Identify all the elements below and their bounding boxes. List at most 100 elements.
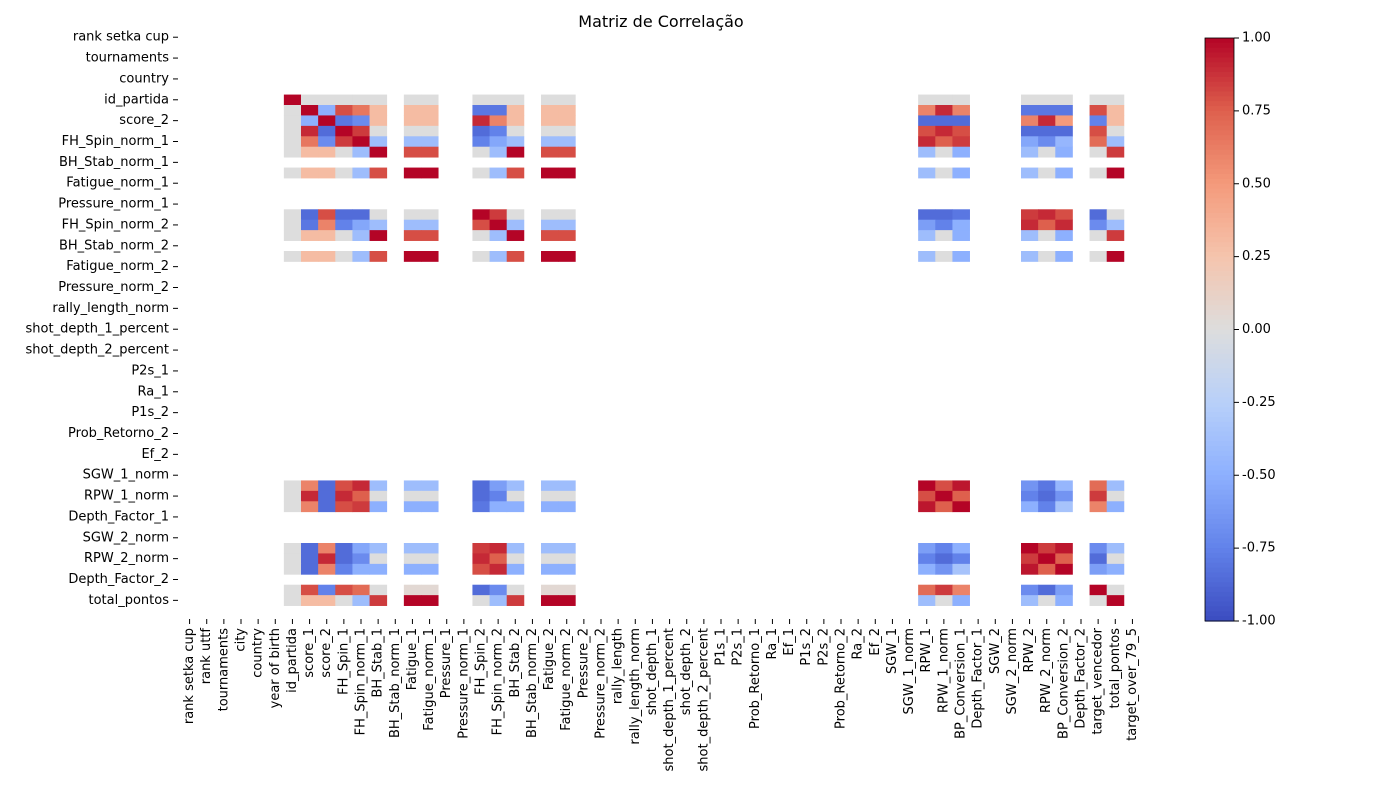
y-tick-label: Ra_1 xyxy=(138,384,169,399)
heatmap-cell xyxy=(558,563,576,575)
x-tick-label: total_pontos xyxy=(1108,628,1123,709)
heatmap-cell xyxy=(472,136,490,148)
heatmap-cell xyxy=(369,230,388,241)
colorbar-band xyxy=(1205,91,1234,97)
heatmap-cell xyxy=(335,230,353,241)
heatmap-cell xyxy=(952,563,970,575)
y-tick-label: Ef_2 xyxy=(141,447,169,462)
heatmap-cell xyxy=(283,219,302,231)
heatmap-cell xyxy=(918,543,936,554)
heatmap-cell xyxy=(421,251,439,262)
heatmap-cell xyxy=(472,595,490,606)
heatmap-cell xyxy=(352,563,370,575)
heatmap-cell xyxy=(1089,595,1108,606)
x-tick-label: Fatigue_norm_2 xyxy=(559,628,574,731)
heatmap-cell xyxy=(352,136,370,148)
heatmap-cell xyxy=(1106,563,1125,575)
heatmap-cell xyxy=(369,219,388,231)
heatmap-cell xyxy=(318,595,336,606)
heatmap-cell xyxy=(318,94,336,106)
heatmap-cell xyxy=(918,563,936,575)
y-tick-label: Depth_Factor_2 xyxy=(68,572,169,587)
heatmap-cell xyxy=(1106,94,1125,106)
heatmap-cell xyxy=(403,105,422,116)
heatmap-cell xyxy=(335,167,353,179)
colorbar: 1.00 0.75 0.50 0.25 0.00 -0.25 -0.50 -0.75 -1.00 xyxy=(1204,31,1276,629)
heatmap-cell xyxy=(1055,230,1073,241)
heatmap-cell xyxy=(1021,209,1039,221)
x-tick-label: Pressure_norm_1 xyxy=(456,628,471,739)
heatmap-cell xyxy=(918,553,936,565)
heatmap-cell xyxy=(918,146,936,158)
x-tick-label: Fatigue_2 xyxy=(542,628,557,690)
heatmap-cell xyxy=(541,251,559,262)
colorbar-band xyxy=(1205,489,1234,496)
heatmap-cell xyxy=(541,230,559,241)
heatmap-cell xyxy=(352,115,370,127)
heatmap-cell xyxy=(318,146,336,158)
colorbar-band xyxy=(1205,387,1234,394)
heatmap-cell xyxy=(1055,543,1073,554)
heatmap-cell xyxy=(1089,563,1108,575)
heatmap-cell xyxy=(489,230,508,241)
colorbar-band xyxy=(1205,47,1234,54)
heatmap-cell xyxy=(318,490,336,502)
colorbar-band xyxy=(1205,222,1234,229)
colorbar-band xyxy=(1205,334,1234,340)
colorbar-band xyxy=(1205,120,1234,127)
heatmap-cell xyxy=(1021,595,1039,606)
heatmap-cell xyxy=(318,480,336,492)
heatmap-cell xyxy=(1038,501,1056,513)
heatmap-cell xyxy=(1021,146,1039,158)
heatmap-cell xyxy=(918,595,936,606)
heatmap-cell xyxy=(352,146,370,158)
heatmap-cell xyxy=(952,543,970,554)
heatmap-cell xyxy=(541,490,559,502)
colorbar-tick-label: 0.25 xyxy=(1242,249,1271,264)
heatmap-cell xyxy=(1106,501,1125,513)
colorbar-band xyxy=(1205,198,1234,204)
heatmap-cell xyxy=(1055,105,1073,116)
heatmap-cell xyxy=(352,480,370,492)
colorbar-band xyxy=(1205,62,1234,68)
heatmap-cell xyxy=(421,480,439,492)
heatmap-cell xyxy=(1089,553,1108,565)
colorbar-band xyxy=(1205,431,1234,437)
heatmap-cell xyxy=(1021,584,1039,596)
heatmap-cell xyxy=(301,251,319,262)
heatmap-cell xyxy=(421,105,439,116)
heatmap-cell xyxy=(318,209,336,221)
heatmap-cell xyxy=(472,251,490,262)
heatmap-cell xyxy=(403,146,422,158)
heatmap-cell xyxy=(1106,480,1125,492)
x-tick-label: Depth_Factor_1 xyxy=(971,628,986,729)
x-tick-label: BH_Stab_norm_1 xyxy=(388,628,403,738)
heatmap-cell xyxy=(1089,115,1108,127)
heatmap-cell xyxy=(489,595,508,606)
heatmap-cell xyxy=(1038,146,1056,158)
heatmap-cell xyxy=(335,209,353,221)
colorbar-band xyxy=(1205,125,1234,131)
x-tick-label: P2s_2 xyxy=(816,628,831,666)
colorbar-band xyxy=(1205,378,1234,384)
colorbar-band xyxy=(1205,465,1234,471)
heatmap-cell xyxy=(1055,490,1073,502)
heatmap-cell xyxy=(369,563,388,575)
heatmap-cell xyxy=(318,501,336,513)
colorbar-band xyxy=(1205,407,1234,413)
heatmap-cell xyxy=(283,480,302,492)
colorbar-band xyxy=(1205,135,1234,141)
y-tick-label: shot_depth_2_percent xyxy=(26,343,169,358)
heatmap-cell xyxy=(335,480,353,492)
heatmap-cell xyxy=(318,136,336,148)
heatmap-cell xyxy=(1089,501,1108,513)
heatmap-cell xyxy=(472,490,490,502)
heatmap-cell xyxy=(335,115,353,127)
heatmap-cell xyxy=(918,105,936,116)
heatmap-cell xyxy=(541,146,559,158)
heatmap-cell xyxy=(403,136,422,148)
heatmap-cell xyxy=(318,230,336,241)
heatmap-cell xyxy=(283,115,302,127)
heatmap-cell xyxy=(506,94,525,106)
heatmap-cell xyxy=(952,553,970,565)
